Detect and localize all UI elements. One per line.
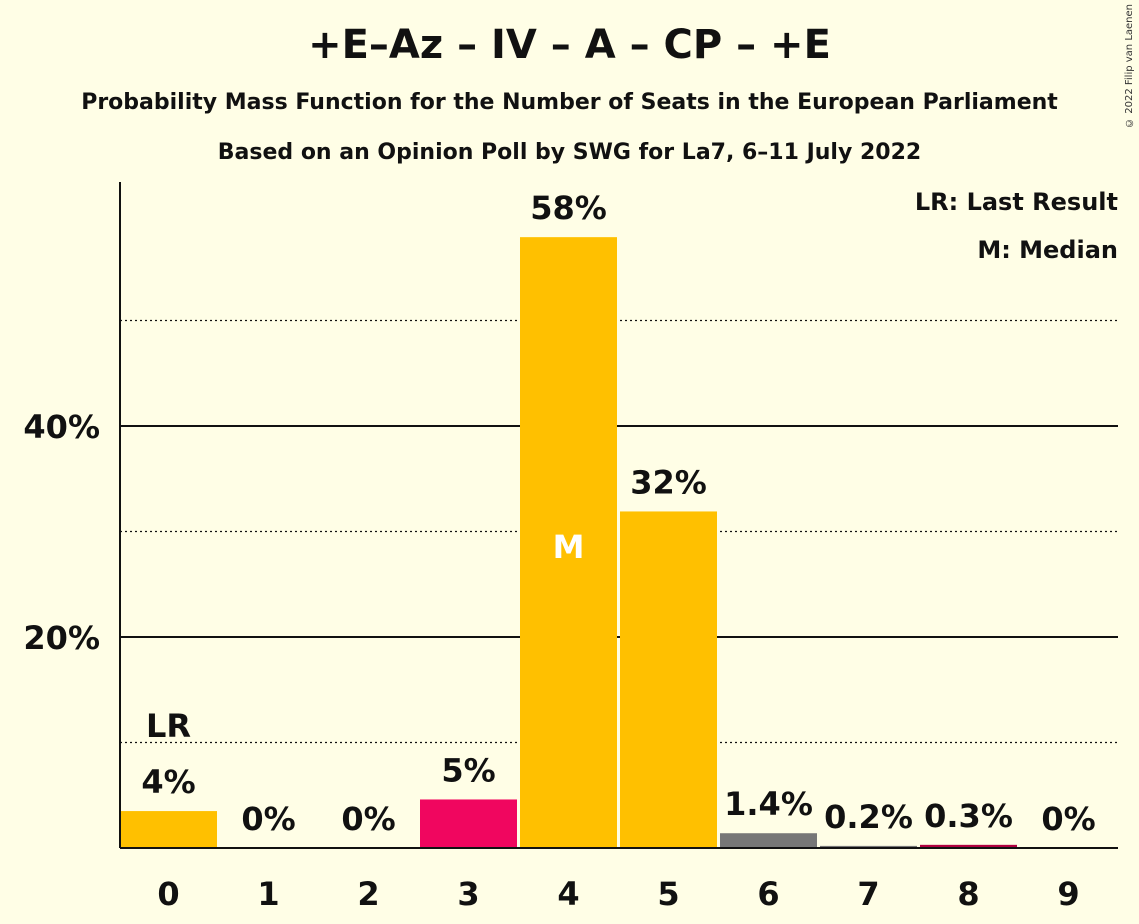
data-label-seat-5: 32% — [630, 463, 707, 501]
x-tick-label-7: 7 — [857, 875, 879, 913]
legend-last-result: LR: Last Result — [915, 188, 1118, 216]
data-label-seat-2: 0% — [341, 800, 395, 838]
x-tick-label-2: 2 — [357, 875, 379, 913]
x-tick-label-0: 0 — [157, 875, 179, 913]
data-label-seat-8: 0.3% — [924, 797, 1013, 835]
bar-seat-8 — [920, 844, 1017, 848]
chart-subtitle: Probability Mass Function for the Number… — [81, 90, 1058, 115]
x-tick-label-9: 9 — [1057, 875, 1079, 913]
data-label-seat-0: 4% — [141, 763, 195, 801]
x-tick-label-5: 5 — [657, 875, 679, 913]
gridlines — [120, 319, 1118, 744]
legend-median: M: Median — [977, 236, 1118, 264]
x-tick-label-3: 3 — [457, 875, 479, 913]
bar-seat-7 — [820, 845, 917, 848]
last-result-marker: LR — [146, 707, 191, 745]
chart-subtitle-source: Based on an Opinion Poll by SWG for La7,… — [217, 140, 922, 165]
x-tick-label-1: 1 — [257, 875, 279, 913]
bar-seat-3 — [420, 799, 517, 848]
data-labels: 4% 0% 0% 5% 58% 32% 1.4% 0.2% 0.3% 0% LR M — [141, 189, 1095, 838]
chart-title: +E–Az – IV – A – CP – +E — [308, 22, 831, 68]
data-label-seat-9: 0% — [1041, 800, 1095, 838]
data-label-seat-7: 0.2% — [824, 798, 913, 836]
x-tick-label-6: 6 — [757, 875, 779, 913]
y-tick-label: 40% — [23, 408, 100, 446]
bars — [120, 237, 1017, 848]
data-label-seat-3: 5% — [441, 751, 495, 789]
median-marker: M — [553, 528, 585, 566]
x-tick-label-4: 4 — [557, 875, 579, 913]
data-label-seat-1: 0% — [241, 800, 295, 838]
bar-seat-0 — [120, 811, 217, 848]
data-label-seat-4: 58% — [530, 189, 607, 227]
bar-seat-6 — [720, 833, 817, 848]
bar-seat-4 — [520, 237, 617, 848]
data-label-seat-6: 1.4% — [724, 785, 813, 823]
x-tick-label-8: 8 — [957, 875, 979, 913]
bar-seat-5 — [620, 511, 717, 848]
axes: 20% 40% 0 1 2 3 4 5 6 7 8 9 — [23, 182, 1118, 913]
y-tick-label: 20% — [23, 619, 100, 657]
